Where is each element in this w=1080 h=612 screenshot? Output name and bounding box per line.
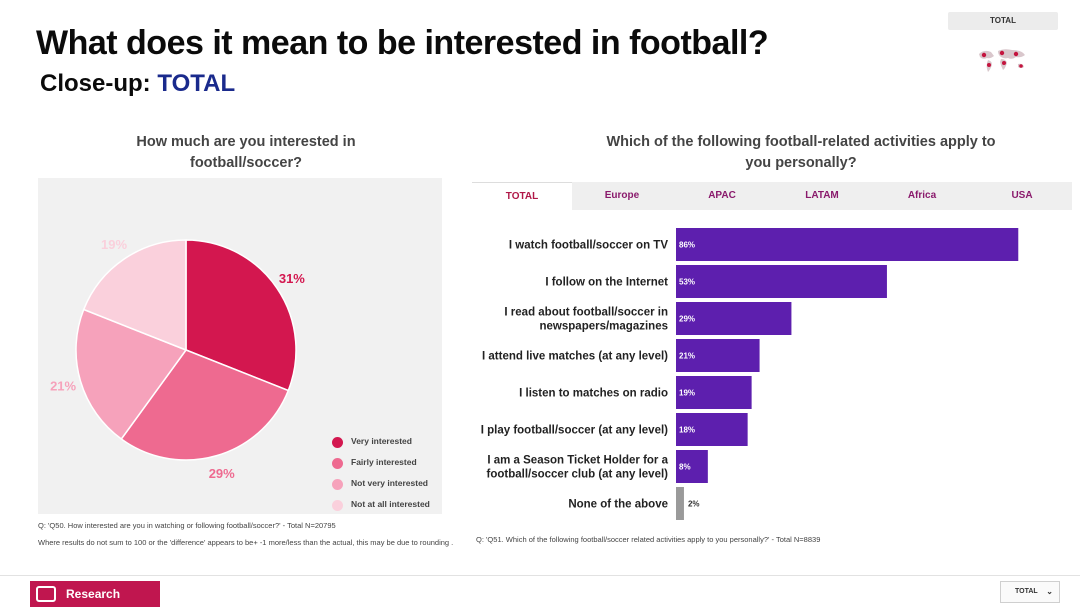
subtitle-region: TOTAL	[157, 70, 236, 97]
legend-item: Not at all interested	[332, 499, 441, 511]
tab-europe[interactable]: Europe	[604, 190, 640, 201]
tab-apac[interactable]: APAC	[708, 190, 736, 201]
legend-label: Not very interested	[351, 478, 428, 488]
world-map-icon	[979, 49, 1025, 72]
bar-value-label: 19%	[679, 389, 695, 398]
page-subtitle: Close-up: TOTAL	[40, 70, 235, 98]
pie-data-label: 21%	[50, 379, 76, 394]
pie-data-label: 19%	[101, 237, 127, 252]
bar-category-label: I watch football/soccer on TV	[509, 240, 668, 252]
bar-category-label: I play football/soccer (at any level)	[481, 425, 668, 437]
legend-swatch	[332, 500, 343, 511]
legend-item: Very interested	[332, 436, 441, 448]
legend-label: Not at all interested	[351, 499, 430, 509]
legend-label: Very interested	[351, 436, 412, 446]
pie-slice	[185, 239, 297, 392]
bar	[676, 376, 752, 409]
bar-value-label: 8%	[679, 463, 691, 472]
page-title: What does it mean to be interested in fo…	[36, 24, 769, 62]
legend-item: Not very interested	[332, 478, 441, 490]
bar-source-note: Q: 'Q51. Which of the following football…	[476, 535, 821, 544]
bar-category-label: I attend live matches (at any level)	[482, 351, 668, 363]
pie-data-label: 31%	[279, 271, 305, 286]
bar	[676, 339, 760, 372]
bar-category-label: I follow on the Internet	[545, 277, 668, 289]
pie-question: How much are you interested in football/…	[136, 134, 356, 171]
region-select-value: TOTAL	[1015, 588, 1038, 595]
legend-swatch	[332, 437, 343, 448]
bar	[676, 302, 792, 335]
bar	[676, 487, 684, 520]
bar-value-label: 86%	[679, 241, 695, 250]
pie-slice	[82, 239, 187, 352]
bar-category-label: I am a Season Ticket Holder for a footbal…	[487, 455, 669, 481]
region-tabs: TOTAL Europe APAC LATAM Africa USA	[472, 182, 1072, 210]
bar-value-label: 2%	[688, 500, 700, 509]
tab-latam[interactable]: LATAM	[805, 190, 839, 201]
interest-pie-chart: 31% 29% 21% 19%	[50, 237, 305, 481]
bar-value-label: 53%	[679, 278, 695, 287]
subtitle-prefix: Close-up:	[40, 70, 151, 97]
pie-legend: Very interested Fairly interested Not very…	[332, 436, 441, 520]
pie-source-note: Q: 'Q50. How interested are you in watch…	[38, 521, 336, 530]
brand-logo: Research	[30, 581, 160, 607]
pie-panel: 31% 29% 21% 19% Very interested Fairly inter…	[38, 178, 442, 514]
pie-slice	[120, 349, 290, 461]
logo-mark-icon	[36, 586, 56, 602]
bar-category-label: I read about football/soccer in newspaper…	[504, 307, 668, 333]
bar	[676, 228, 1019, 261]
legend-swatch	[332, 479, 343, 490]
bar-category-label: None of the above	[568, 499, 668, 511]
tab-africa[interactable]: Africa	[907, 190, 937, 201]
bar-value-label: 21%	[679, 352, 695, 361]
bar-value-label: 29%	[679, 315, 695, 324]
footer-divider	[0, 575, 1080, 576]
bar-category-label: I listen to matches on radio	[519, 388, 668, 400]
rounding-note: Where results do not sum to 100 or the '…	[38, 538, 454, 547]
tab-total[interactable]: TOTAL	[472, 182, 572, 210]
activities-bar-chart: 86% I watch football/soccer on TV 53% I fol…	[481, 228, 1019, 520]
legend-label: Fairly interested	[351, 457, 417, 467]
chevron-down-icon: ⌄	[1046, 587, 1053, 596]
region-badge[interactable]: TOTAL	[948, 12, 1058, 30]
bar-value-label: 18%	[679, 426, 695, 435]
bar-question: Which of the following football-related …	[606, 134, 996, 171]
logo-text: Research	[66, 587, 121, 601]
legend-swatch	[332, 458, 343, 469]
pie-data-label: 29%	[209, 466, 235, 481]
tab-usa[interactable]: USA	[1011, 190, 1033, 201]
region-select[interactable]: TOTAL ⌄	[1000, 581, 1060, 603]
bar	[676, 265, 887, 298]
bar	[676, 450, 708, 483]
legend-item: Fairly interested	[332, 457, 441, 469]
pie-slice	[75, 308, 188, 441]
bar	[676, 413, 748, 446]
